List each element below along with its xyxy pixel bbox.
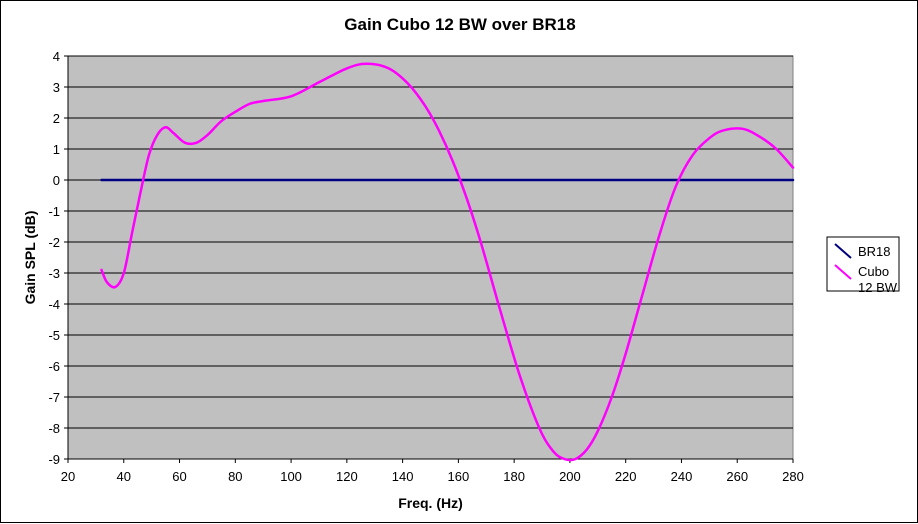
series-line-cubo-12-bw (100, 62, 795, 462)
y-tick-label: -9 (48, 452, 60, 467)
series-layer (100, 62, 795, 462)
x-tick-label: 40 (117, 469, 131, 484)
chart-title: Gain Cubo 12 BW over BR18 (344, 15, 575, 34)
x-tick-label: 280 (782, 469, 804, 484)
legend-label-br18: BR18 (858, 244, 891, 259)
x-tick-label: 220 (615, 469, 637, 484)
plot-area (67, 55, 794, 460)
y-tick-label: -2 (48, 235, 60, 250)
legend-box (826, 236, 900, 292)
x-tick-label: 120 (336, 469, 358, 484)
legend-label-cubo-line2: 12 BW (858, 280, 898, 295)
x-tick-label: 100 (280, 469, 302, 484)
y-tick-label: -8 (48, 421, 60, 436)
legend-swatch-br18 (834, 243, 852, 259)
y-tick-label: 2 (53, 111, 60, 126)
y-tick-label: 0 (53, 173, 60, 188)
legend: BR18 Cubo 12 BW (826, 236, 900, 295)
x-tick-label: 80 (228, 469, 242, 484)
x-axis: 20 40 60 80 100 120 140 160 180 200 220 240 260 280 (61, 458, 804, 484)
legend-swatch-cubo (834, 264, 852, 280)
y-tick-label: -5 (48, 328, 60, 343)
y-axis-label: Gain SPL (dB) (22, 211, 38, 305)
y-axis: 4 3 2 1 0 -1 -2 -3 -4 -5 -6 -7 -8 -9 (48, 49, 69, 467)
legend-label-cubo-line1: Cubo (858, 264, 889, 279)
x-tick-label: 20 (61, 469, 75, 484)
y-tick-label: 4 (53, 49, 60, 64)
y-tick-label: -3 (48, 266, 60, 281)
y-tick-label: -7 (48, 390, 60, 405)
x-tick-label: 160 (448, 469, 470, 484)
y-tick-label: 1 (53, 142, 60, 157)
y-tick-label: -1 (48, 204, 60, 219)
x-tick-label: 60 (172, 469, 186, 484)
x-tick-label: 240 (671, 469, 693, 484)
x-tick-label: 200 (559, 469, 581, 484)
x-axis-label: Freq. (Hz) (398, 495, 463, 511)
x-tick-label: 180 (503, 469, 525, 484)
x-tick-label: 140 (392, 469, 414, 484)
y-tick-label: 3 (53, 80, 60, 95)
y-tick-label: -4 (48, 297, 60, 312)
x-tick-label: 260 (726, 469, 748, 484)
y-tick-label: -6 (48, 359, 60, 374)
